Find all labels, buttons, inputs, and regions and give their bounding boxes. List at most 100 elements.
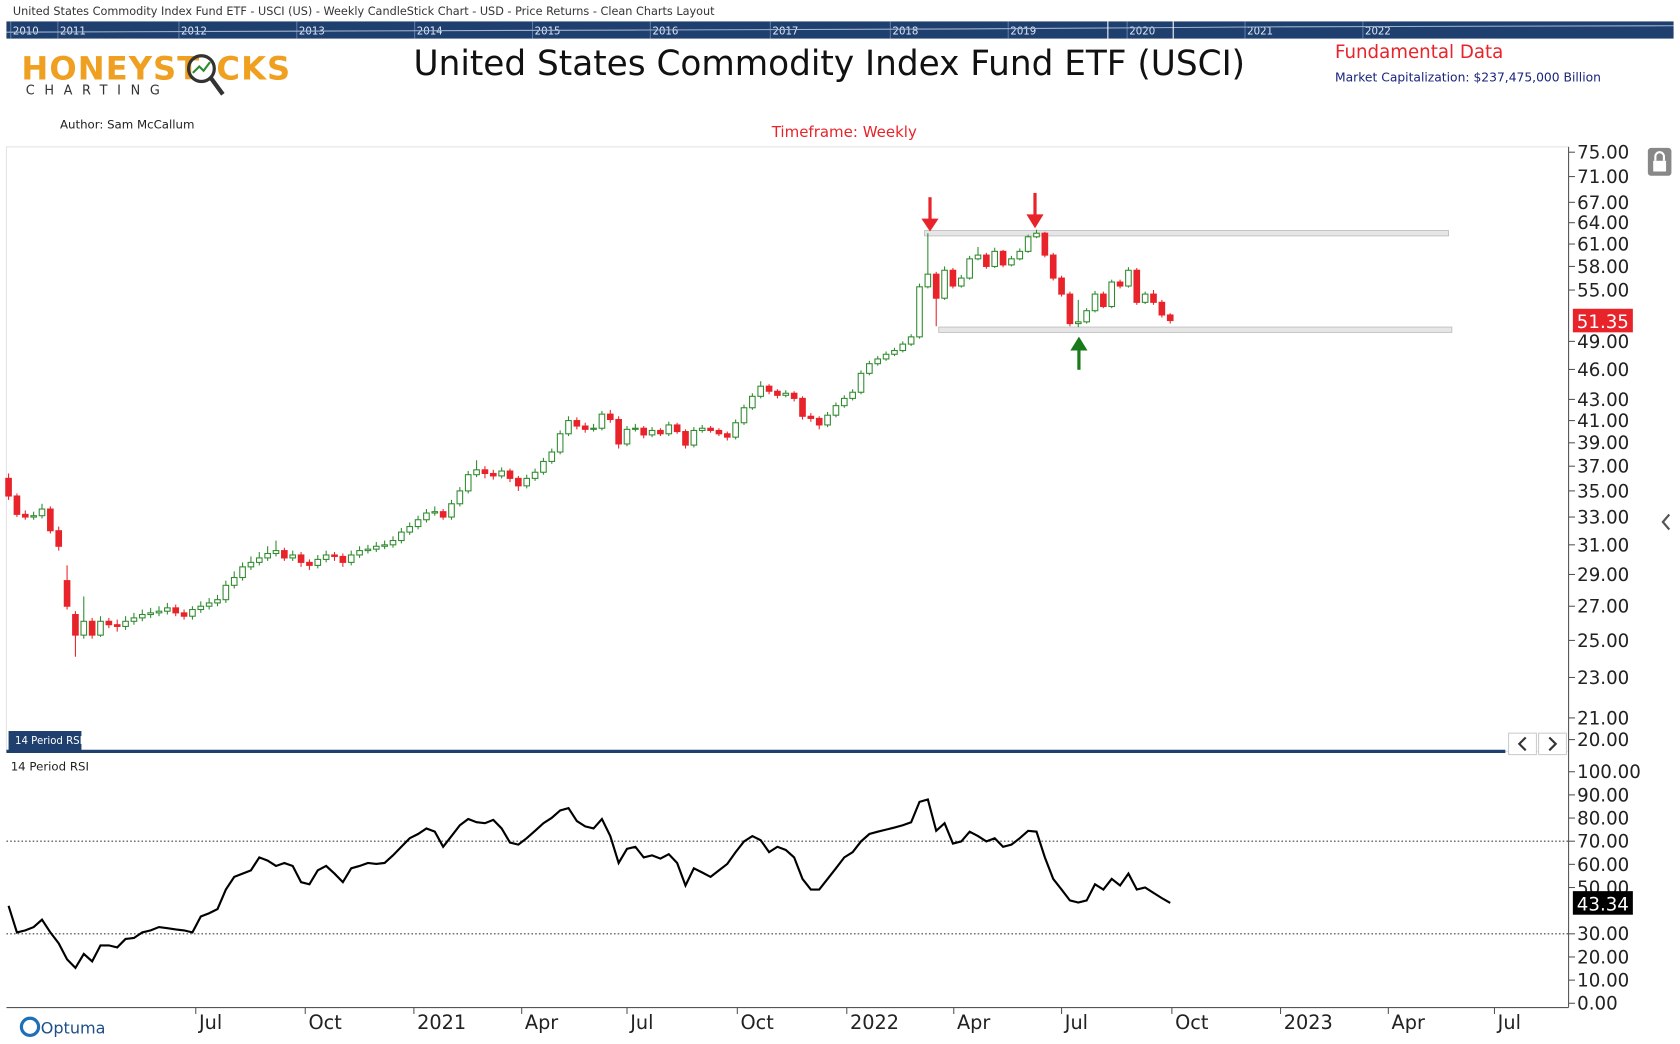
side-collapse-button[interactable] [1661, 513, 1671, 531]
last-rsi-label: 43.34 [1577, 894, 1629, 915]
x-tick-label: 2023 [1284, 1011, 1333, 1034]
x-tick-label: Oct [1175, 1011, 1209, 1034]
candle-body [1008, 258, 1015, 266]
candle-body [113, 624, 121, 627]
y-tick-label: 27.00 [1577, 597, 1629, 618]
annotation-arrow [1070, 336, 1088, 351]
scroll-right-button[interactable] [1538, 732, 1567, 756]
navigator-year: 2016 [653, 26, 679, 37]
candle-body [448, 503, 455, 518]
candle-body [932, 273, 940, 299]
logo-magnifier [186, 54, 216, 84]
candle-body [765, 385, 773, 392]
candle-body [874, 358, 882, 365]
candle-body [1166, 314, 1174, 322]
candle-body [105, 620, 113, 626]
candle-body [205, 602, 213, 607]
top-bar-text: United States Commodity Index Fund ETF -… [13, 5, 715, 18]
candle-body [80, 620, 88, 636]
y-tick-label: 25.00 [1577, 631, 1629, 652]
timeframe: Timeframe: Weekly [771, 123, 917, 141]
candle-body [1016, 250, 1024, 260]
y-tick-label: 60.00 [1577, 855, 1629, 876]
y-tick-label: 41.00 [1577, 411, 1629, 432]
candle-body [690, 429, 698, 446]
author: Author: Sam McCallum [60, 118, 194, 132]
candle-body [640, 427, 648, 436]
candle-body [97, 620, 104, 636]
y-tick-label: 70.00 [1577, 832, 1629, 853]
candle-body [983, 254, 990, 267]
candle-body [30, 515, 37, 518]
candle-body [1133, 269, 1141, 303]
y-tick-label: 71.00 [1577, 167, 1629, 188]
candle-body [1125, 269, 1132, 287]
candle-body [665, 424, 673, 435]
candle-body [565, 420, 572, 435]
candle-body [339, 555, 347, 563]
candle-body [523, 477, 531, 487]
y-tick-label: 58.00 [1577, 257, 1629, 278]
candle-body [840, 397, 848, 407]
navigator-trace [6, 25, 1674, 33]
x-tick-label: Jul [629, 1011, 653, 1034]
candle-body [356, 550, 363, 556]
candle-body [581, 425, 589, 430]
y-tick-label: 20.00 [1577, 730, 1629, 751]
y-tick-label: 0.00 [1577, 994, 1618, 1015]
fundamental-label: Fundamental Data [1335, 42, 1503, 63]
y-tick-label: 46.00 [1577, 360, 1629, 381]
candle-body [364, 548, 372, 552]
candle-body [255, 557, 263, 563]
candle-body [164, 607, 171, 612]
candle-body [1066, 293, 1074, 325]
candle-body [799, 397, 806, 417]
rsi-tab[interactable] [8, 731, 82, 751]
candle-body [147, 612, 154, 616]
candle-body [155, 610, 163, 614]
candle-body [623, 428, 631, 445]
navigator[interactable] [6, 21, 1674, 39]
scroll-right-icon [1548, 736, 1558, 752]
y-tick-label: 21.00 [1577, 708, 1629, 729]
candle-body [807, 415, 815, 419]
y-tick-label: 80.00 [1577, 808, 1629, 829]
scroll-left-button[interactable] [1508, 732, 1537, 756]
candle-body [1033, 232, 1040, 238]
candle-body [180, 612, 188, 617]
candle-body [682, 431, 689, 446]
candle-body [832, 405, 840, 416]
candle-body [122, 620, 129, 627]
candle-body [489, 472, 497, 477]
candle-body [924, 273, 932, 288]
y-tick-label: 20.00 [1577, 947, 1629, 968]
candle-body [531, 471, 539, 479]
candle-body [1024, 236, 1032, 252]
y-tick-label: 39.00 [1577, 433, 1629, 454]
candle-body [289, 554, 297, 559]
candle-body [632, 427, 639, 430]
candle-body [331, 554, 338, 557]
navigator-year: 2021 [1247, 26, 1273, 37]
candle-body [715, 429, 723, 435]
candle-body [5, 477, 12, 497]
y-tick-label: 61.00 [1577, 234, 1629, 255]
candle-body [1049, 254, 1057, 279]
x-tick-label: Jul [198, 1011, 222, 1034]
candle-body [740, 407, 748, 424]
candle-body [138, 613, 146, 619]
candle-body [673, 424, 681, 433]
candle-body [381, 544, 388, 547]
candle-body [230, 577, 238, 586]
candle-body [498, 470, 505, 477]
rsi-title: 14 Period RSI [11, 760, 89, 774]
candle-body [222, 584, 230, 601]
candle-body [573, 420, 581, 427]
candle-body [957, 277, 965, 287]
candle-body [556, 433, 564, 453]
logo-icon [192, 61, 211, 74]
navigator-year: 2014 [417, 26, 443, 37]
y-tick-label: 43.00 [1577, 390, 1629, 411]
candle-body [648, 429, 656, 436]
